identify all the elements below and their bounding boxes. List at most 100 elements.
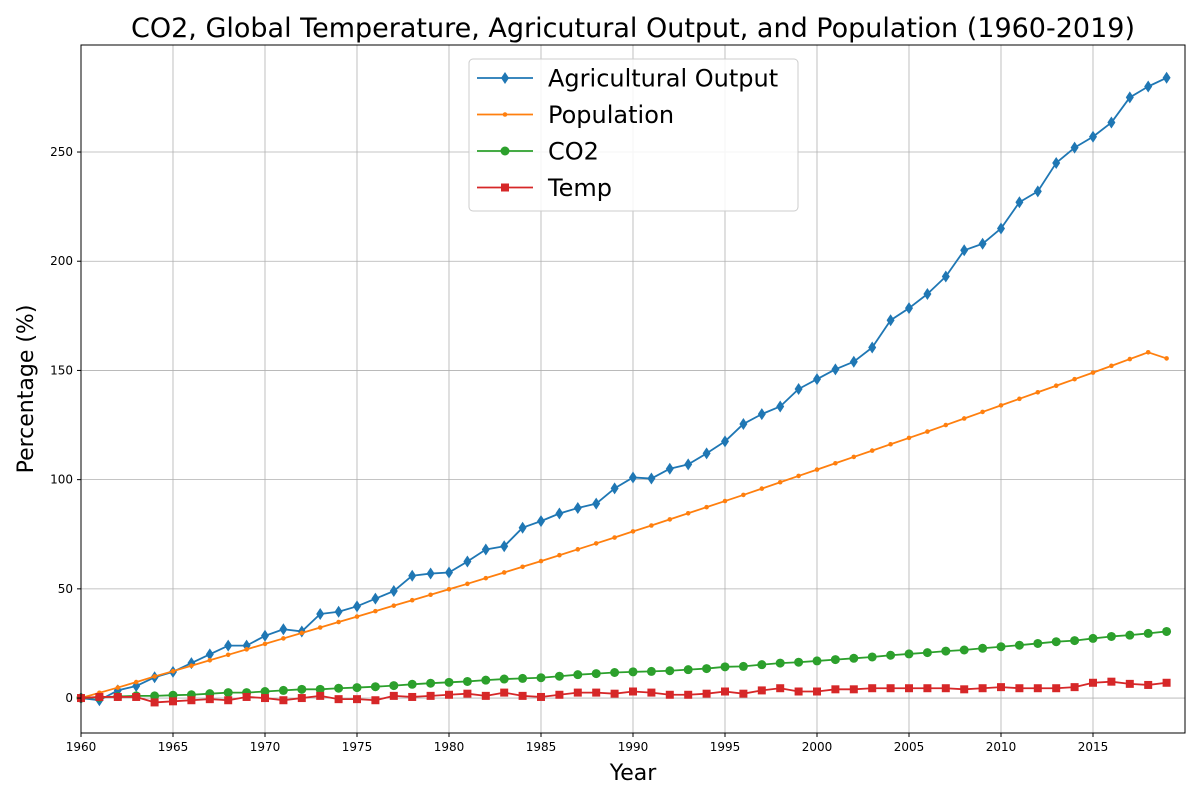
- data-point-agricultural-output: [1070, 141, 1079, 154]
- data-point-temp: [1144, 680, 1153, 689]
- data-point-agricultural-output: [923, 287, 932, 300]
- data-point-co2: [886, 650, 896, 660]
- data-point-co2: [738, 661, 748, 671]
- data-point-agricultural-output: [1125, 91, 1134, 104]
- data-point-temp: [353, 695, 361, 704]
- data-point-co2: [830, 655, 840, 665]
- data-point-co2: [1125, 630, 1135, 640]
- data-point-co2: [959, 645, 969, 655]
- y-axis-title: Percentage (%): [14, 305, 39, 474]
- data-point-co2: [518, 673, 528, 683]
- data-point-agricultural-output: [831, 363, 840, 376]
- data-point-population: [189, 663, 194, 669]
- data-point-agricultural-output: [1144, 80, 1153, 93]
- legend-item-co2: CO2: [477, 138, 599, 166]
- data-point-population: [133, 679, 139, 685]
- data-point-agricultural-output: [886, 314, 895, 327]
- data-point-population: [612, 535, 617, 540]
- data-point-temp: [518, 691, 527, 700]
- data-point-population: [980, 409, 985, 415]
- series-temp: [77, 677, 1171, 707]
- data-point-population: [1090, 370, 1096, 375]
- data-point-co2: [757, 660, 767, 670]
- data-point-temp: [849, 685, 858, 694]
- chart-title: CO2, Global Temperature, Agricutural Out…: [131, 13, 1135, 44]
- legend-marker-agricultural-output: [501, 72, 509, 84]
- data-point-population: [336, 619, 341, 625]
- data-point-population: [1053, 383, 1059, 389]
- data-point-population: [630, 529, 636, 534]
- data-point-temp: [776, 684, 785, 693]
- data-point-population: [428, 592, 433, 598]
- y-tick-label: 250: [50, 145, 73, 159]
- data-point-agricultural-output: [389, 585, 398, 598]
- y-tick-label: 50: [58, 582, 73, 596]
- data-point-co2: [1014, 640, 1024, 650]
- data-point-agricultural-output: [573, 502, 582, 515]
- data-point-agricultural-output: [702, 447, 711, 460]
- data-point-temp: [1015, 684, 1024, 693]
- data-point-population: [299, 630, 305, 636]
- x-tick-label: 1975: [342, 740, 373, 754]
- data-point-temp: [647, 688, 656, 697]
- data-point-temp: [813, 687, 821, 696]
- data-point-population: [943, 422, 949, 428]
- data-point-co2: [1162, 626, 1172, 636]
- data-point-temp: [316, 691, 325, 700]
- data-point-population: [1109, 363, 1114, 369]
- data-point-population: [1072, 376, 1077, 382]
- data-point-population: [538, 558, 544, 564]
- legend-marker-co2: [500, 146, 510, 156]
- x-tick-label: 2015: [1078, 740, 1109, 754]
- legend-label-co2: CO2: [548, 138, 599, 166]
- data-point-temp: [279, 696, 288, 705]
- data-point-temp: [242, 692, 251, 701]
- data-point-temp: [573, 688, 582, 697]
- data-point-agricultural-output: [445, 566, 453, 579]
- data-point-temp: [371, 696, 380, 705]
- data-point-population: [317, 625, 323, 630]
- data-point-temp: [187, 696, 196, 705]
- data-point-co2: [1106, 631, 1116, 641]
- data-point-co2: [1051, 637, 1061, 647]
- data-point-temp: [426, 691, 435, 700]
- data-point-temp: [592, 688, 601, 697]
- x-tick-label: 1965: [158, 740, 189, 754]
- data-point-agricultural-output: [941, 270, 950, 283]
- data-point-agricultural-output: [905, 302, 913, 315]
- data-point-temp: [1089, 678, 1097, 687]
- data-point-temp: [463, 689, 472, 698]
- data-point-population: [925, 429, 930, 434]
- data-point-temp: [997, 683, 1005, 692]
- data-point-temp: [169, 697, 177, 706]
- data-point-population: [593, 541, 599, 546]
- data-point-co2: [278, 685, 288, 695]
- data-point-temp: [261, 694, 269, 703]
- x-tick-label: 2000: [802, 740, 833, 754]
- data-point-co2: [444, 677, 454, 687]
- data-point-agricultural-output: [610, 482, 619, 495]
- data-point-agricultural-output: [1089, 130, 1097, 143]
- data-point-temp: [1033, 684, 1042, 693]
- x-tick-label: 2005: [894, 740, 925, 754]
- x-tick-label: 1990: [618, 740, 649, 754]
- series-line-population: [80, 351, 1167, 699]
- data-point-temp: [610, 689, 619, 698]
- data-point-population: [888, 441, 893, 447]
- data-point-co2: [775, 658, 785, 668]
- data-point-temp: [1162, 678, 1171, 687]
- y-tick-label: 200: [50, 254, 73, 268]
- data-point-agricultural-output: [647, 472, 656, 485]
- data-point-agricultural-output: [813, 373, 821, 386]
- data-point-temp: [794, 687, 803, 696]
- data-point-agricultural-output: [960, 244, 969, 257]
- data-point-agricultural-output: [1015, 196, 1024, 209]
- data-point-population: [281, 636, 286, 641]
- data-point-co2: [370, 682, 380, 692]
- data-point-population: [520, 564, 525, 570]
- x-tick-label: 1980: [434, 740, 465, 754]
- data-point-agricultural-output: [757, 408, 766, 421]
- data-point-co2: [812, 656, 822, 666]
- data-point-agricultural-output: [997, 222, 1005, 235]
- y-tick-label: 150: [50, 363, 73, 377]
